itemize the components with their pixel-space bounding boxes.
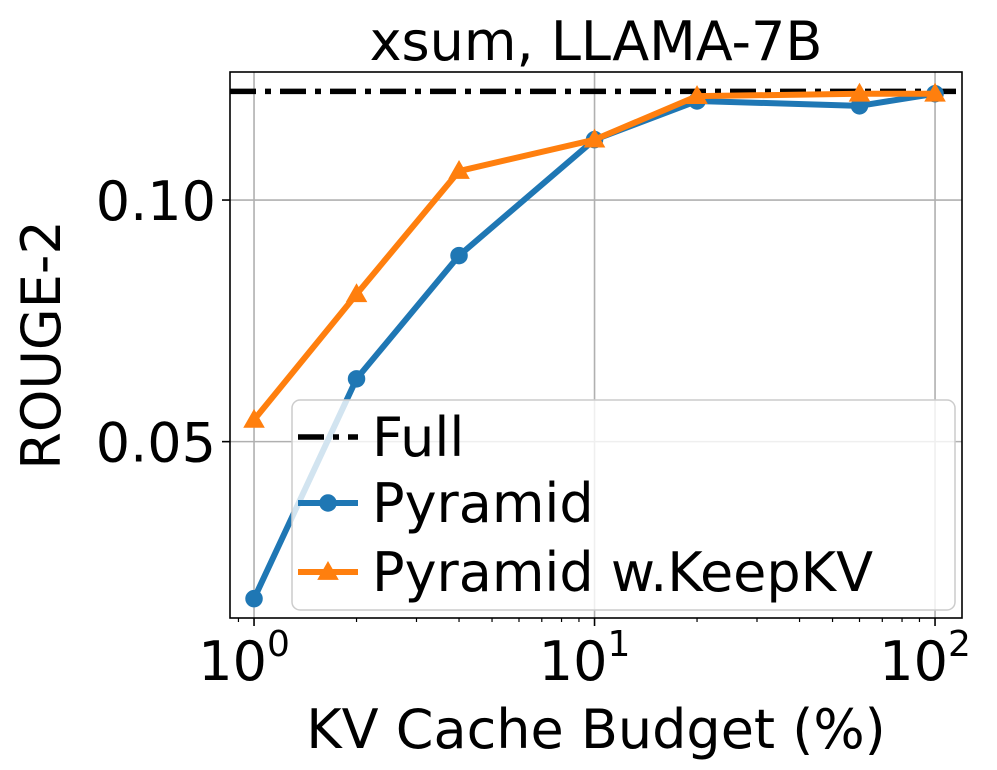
data-point-triangle [848, 82, 871, 102]
y-tick-label: 0.10 [96, 170, 216, 233]
data-point-circle [347, 370, 366, 388]
x-tick-label: 101 [539, 624, 631, 693]
legend-marker-triangle [317, 560, 339, 580]
data-point-circle [450, 246, 468, 265]
legend-box [291, 399, 956, 611]
chart-title: xsum, LLAMA-7B [370, 10, 823, 73]
axis-ticks: 100 101 102 0.05 0.10 [96, 170, 971, 693]
data-point-triangle [686, 85, 708, 105]
x-axis-label: KV Cache Budget (%) [306, 698, 885, 761]
legend-label-full: Full [372, 406, 464, 469]
x-tick-label: 102 [879, 624, 971, 693]
data-point-triangle [448, 160, 470, 179]
plot-area-frame [229, 71, 963, 619]
x-tick-label: 100 [198, 624, 290, 693]
series-group [243, 82, 946, 608]
legend-label: Pyramid [372, 472, 594, 535]
legend-marker-circle [319, 494, 337, 512]
y-tick-label: 0.05 [96, 412, 216, 475]
legend-label: Pyramid w.KeepKV [372, 541, 873, 604]
data-point-triangle [583, 128, 606, 148]
y-axis-label: ROUGE-2 [10, 220, 73, 469]
data-point-triangle [243, 408, 265, 428]
data-point-triangle [924, 82, 946, 102]
data-point-triangle [345, 283, 368, 303]
data-point-circle [245, 589, 263, 608]
